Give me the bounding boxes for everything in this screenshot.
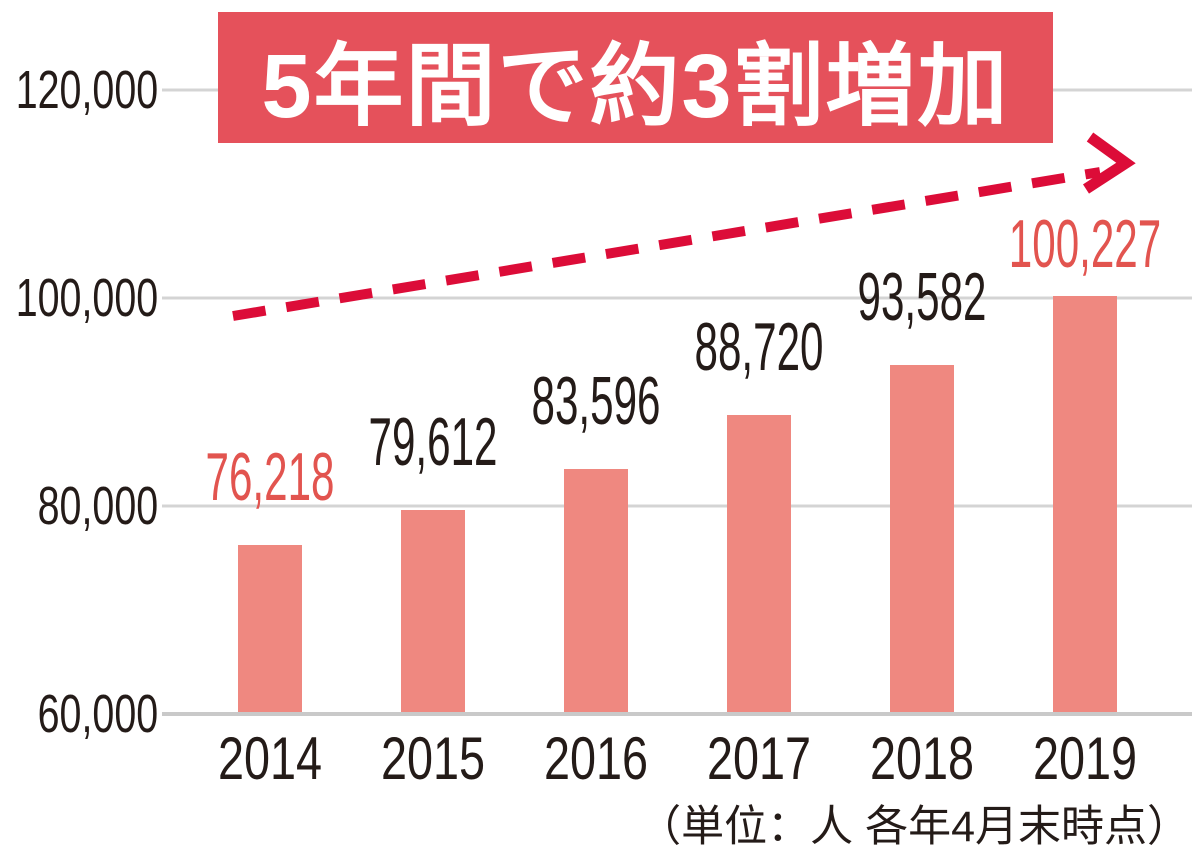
- x-axis-label: 2019: [1032, 725, 1138, 792]
- chart-title-banner: 5年間で約3割増加: [218, 12, 1053, 143]
- x-axis-label: 2016: [543, 725, 649, 792]
- bar-2015: [401, 510, 465, 714]
- y-axis-label: 60,000: [37, 684, 158, 744]
- bar-2018: [890, 364, 954, 714]
- bar-value-label: 83,596: [531, 362, 661, 439]
- bar-value-label: 79,612: [368, 404, 498, 480]
- bar-value-label: 76,218: [205, 439, 335, 516]
- bar-2014: [238, 545, 302, 714]
- bar-group: 88,720 2017: [669, 0, 849, 859]
- y-axis-label: 80,000: [37, 476, 158, 536]
- bar-group: 76,218 2014: [180, 0, 360, 859]
- x-axis-line: [162, 712, 1192, 716]
- footnote: （単位：人 各年4月末時点）: [638, 803, 1190, 851]
- x-axis-label: 2014: [217, 725, 323, 792]
- bar-2016: [564, 468, 628, 714]
- bar-value-label: 88,720: [694, 309, 824, 386]
- bar-group: 83,596 2016: [506, 0, 686, 859]
- y-axis-label: 100,000: [15, 268, 158, 328]
- bar-2017: [727, 415, 791, 714]
- bar-2019: [1053, 295, 1117, 714]
- bar-value-label: 93,582: [857, 258, 987, 335]
- y-axis-label: 120,000: [15, 60, 158, 120]
- bar-group: 79,612 2015: [343, 0, 523, 859]
- x-axis-label: 2017: [706, 725, 812, 792]
- x-axis-label: 2018: [869, 725, 975, 792]
- x-axis-label: 2015: [380, 725, 486, 792]
- chart-title: 5年間で約3割増加: [261, 36, 1010, 137]
- bar-value-label: 100,227: [1008, 205, 1162, 282]
